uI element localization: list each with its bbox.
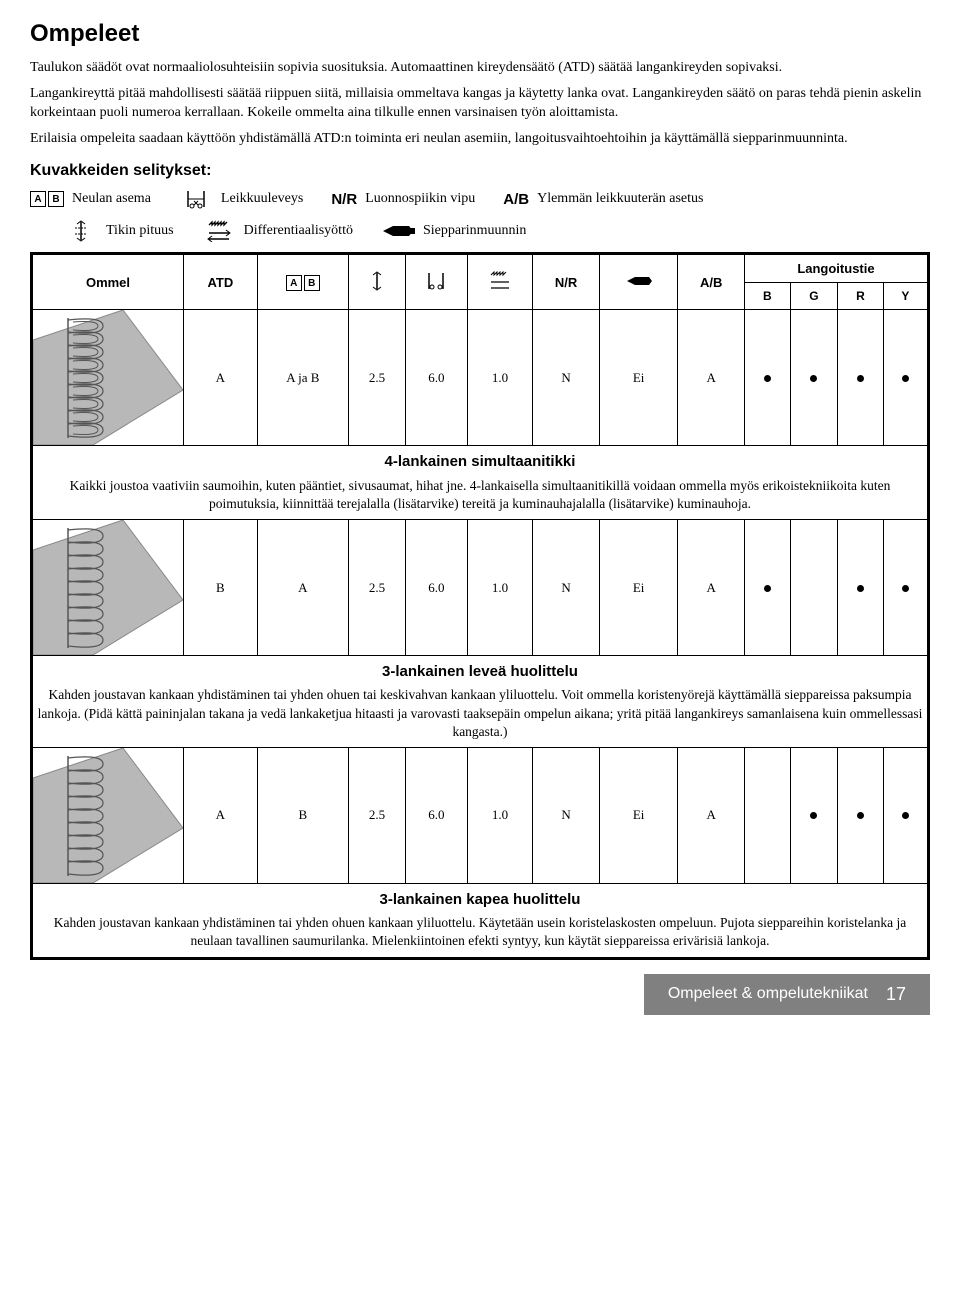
cell-thread-y [883, 310, 927, 446]
footer-label: Ompeleet & ompelutekniikat [668, 985, 868, 1003]
intro-p2: Langankireyttä pitää mahdollisesti säätä… [30, 84, 930, 123]
cell-cut: 6.0 [406, 310, 467, 446]
cell-cut: 6.0 [406, 520, 467, 656]
cell-looper: Ei [599, 520, 677, 656]
legend-stitch-len: Tikin pituus [106, 223, 174, 239]
stitch-illustration [33, 310, 184, 446]
th-y: Y [883, 283, 927, 310]
description-cell: 3-lankainen kapea huolittelu Kahden joust… [33, 883, 928, 957]
legend-looper: Siepparinmuunnin [423, 223, 526, 239]
cell-looper: Ei [599, 310, 677, 446]
cell-ab: A [678, 747, 745, 883]
page-title: Ompeleet [30, 20, 930, 48]
legend-needle-pos: Neulan asema [72, 191, 151, 207]
th-needle-icon: AB [257, 255, 348, 310]
stitch-length-icon [64, 220, 98, 242]
desc-title: 3-lankainen leveä huolittelu [37, 662, 923, 682]
cell-diff: 1.0 [467, 747, 533, 883]
legend-nr-desc: Luonnospiikin vipu [365, 191, 475, 207]
th-cut-icon [406, 255, 467, 310]
description-row: 4-lankainen simultaanitikki Kaikki jousto… [33, 446, 928, 520]
cell-ab: A [678, 310, 745, 446]
nr-icon: N/R [331, 191, 357, 208]
needle-ab-icon: AB [30, 191, 64, 207]
cell-diff: 1.0 [467, 310, 533, 446]
th-diff-icon [467, 255, 533, 310]
intro-p1: Taulukon säädöt ovat normaaliolosuhteisi… [30, 58, 930, 78]
cell-thread-r [838, 747, 884, 883]
cell-ab: A [678, 520, 745, 656]
th-atd: ATD [184, 255, 258, 310]
th-thread: Langoitustie [744, 255, 927, 283]
legend-heading: Kuvakkeiden selitykset: [30, 162, 930, 180]
looper-icon [381, 220, 415, 242]
cell-nr: N [533, 520, 600, 656]
cell-thread-g [790, 310, 837, 446]
cell-atd: A [184, 310, 258, 446]
cell-atd: B [184, 520, 258, 656]
cell-nr: N [533, 310, 600, 446]
intro-p3: Erilaisia ompeleita saadaan käyttöön yhd… [30, 129, 930, 149]
description-row: 3-lankainen leveä huolittelu Kahden joust… [33, 656, 928, 748]
legend-diff-feed: Differentiaalisyöttö [244, 223, 353, 239]
th-looper-icon [599, 255, 677, 310]
cell-needle: B [257, 747, 348, 883]
cell-thread-b [744, 520, 790, 656]
cell-nr: N [533, 747, 600, 883]
th-r: R [838, 283, 884, 310]
page-footer: Ompeleet & ompelutekniikat 17 [30, 974, 930, 1015]
cell-thread-r [838, 310, 884, 446]
cell-thread-y [883, 747, 927, 883]
table-row: A B 2.5 6.0 1.0 N Ei A [33, 747, 928, 883]
stitch-illustration [33, 747, 184, 883]
table-row: A A ja B 2.5 6.0 1.0 N Ei A [33, 310, 928, 446]
legend: AB Neulan asema Leikkuuleveys N/R Luonno… [30, 188, 930, 242]
legend-cut-width: Leikkuuleveys [221, 191, 303, 207]
diff-feed-icon [202, 220, 236, 242]
description-row: 3-lankainen kapea huolittelu Kahden joust… [33, 883, 928, 957]
th-b: B [744, 283, 790, 310]
cut-width-icon [179, 188, 213, 210]
desc-body: Kaikki joustoa vaativiin saumoihin, kute… [70, 478, 891, 511]
th-nr: N/R [533, 255, 600, 310]
legend-ab-desc: Ylemmän leikkuuterän asetus [537, 191, 703, 207]
desc-title: 4-lankainen simultaanitikki [37, 452, 923, 472]
description-cell: 4-lankainen simultaanitikki Kaikki jousto… [33, 446, 928, 520]
desc-body: Kahden joustavan kankaan yhdistäminen ta… [54, 915, 907, 948]
cell-thread-g [790, 520, 837, 656]
cell-thread-b [744, 747, 790, 883]
description-cell: 3-lankainen leveä huolittelu Kahden joust… [33, 656, 928, 748]
footer-page: 17 [886, 984, 906, 1005]
cell-len: 2.5 [348, 747, 405, 883]
stitch-illustration [33, 520, 184, 656]
th-ommel: Ommel [33, 255, 184, 310]
cell-cut: 6.0 [406, 747, 467, 883]
cell-diff: 1.0 [467, 520, 533, 656]
cell-thread-r [838, 520, 884, 656]
th-g: G [790, 283, 837, 310]
intro-text: Taulukon säädöt ovat normaaliolosuhteisi… [30, 58, 930, 148]
cell-needle: A [257, 520, 348, 656]
desc-title: 3-lankainen kapea huolittelu [37, 890, 923, 910]
cell-thread-b [744, 310, 790, 446]
table-row: B A 2.5 6.0 1.0 N Ei A [33, 520, 928, 656]
cell-thread-g [790, 747, 837, 883]
cell-looper: Ei [599, 747, 677, 883]
cell-len: 2.5 [348, 310, 405, 446]
ab-icon: A/B [503, 191, 529, 208]
th-ab: A/B [678, 255, 745, 310]
desc-body: Kahden joustavan kankaan yhdistäminen ta… [38, 687, 923, 738]
cell-atd: A [184, 747, 258, 883]
th-len-icon [348, 255, 405, 310]
cell-len: 2.5 [348, 520, 405, 656]
stitch-table: Ommel ATD AB N/R A/B Langoitustie B G R … [30, 252, 930, 959]
cell-needle: A ja B [257, 310, 348, 446]
cell-thread-y [883, 520, 927, 656]
